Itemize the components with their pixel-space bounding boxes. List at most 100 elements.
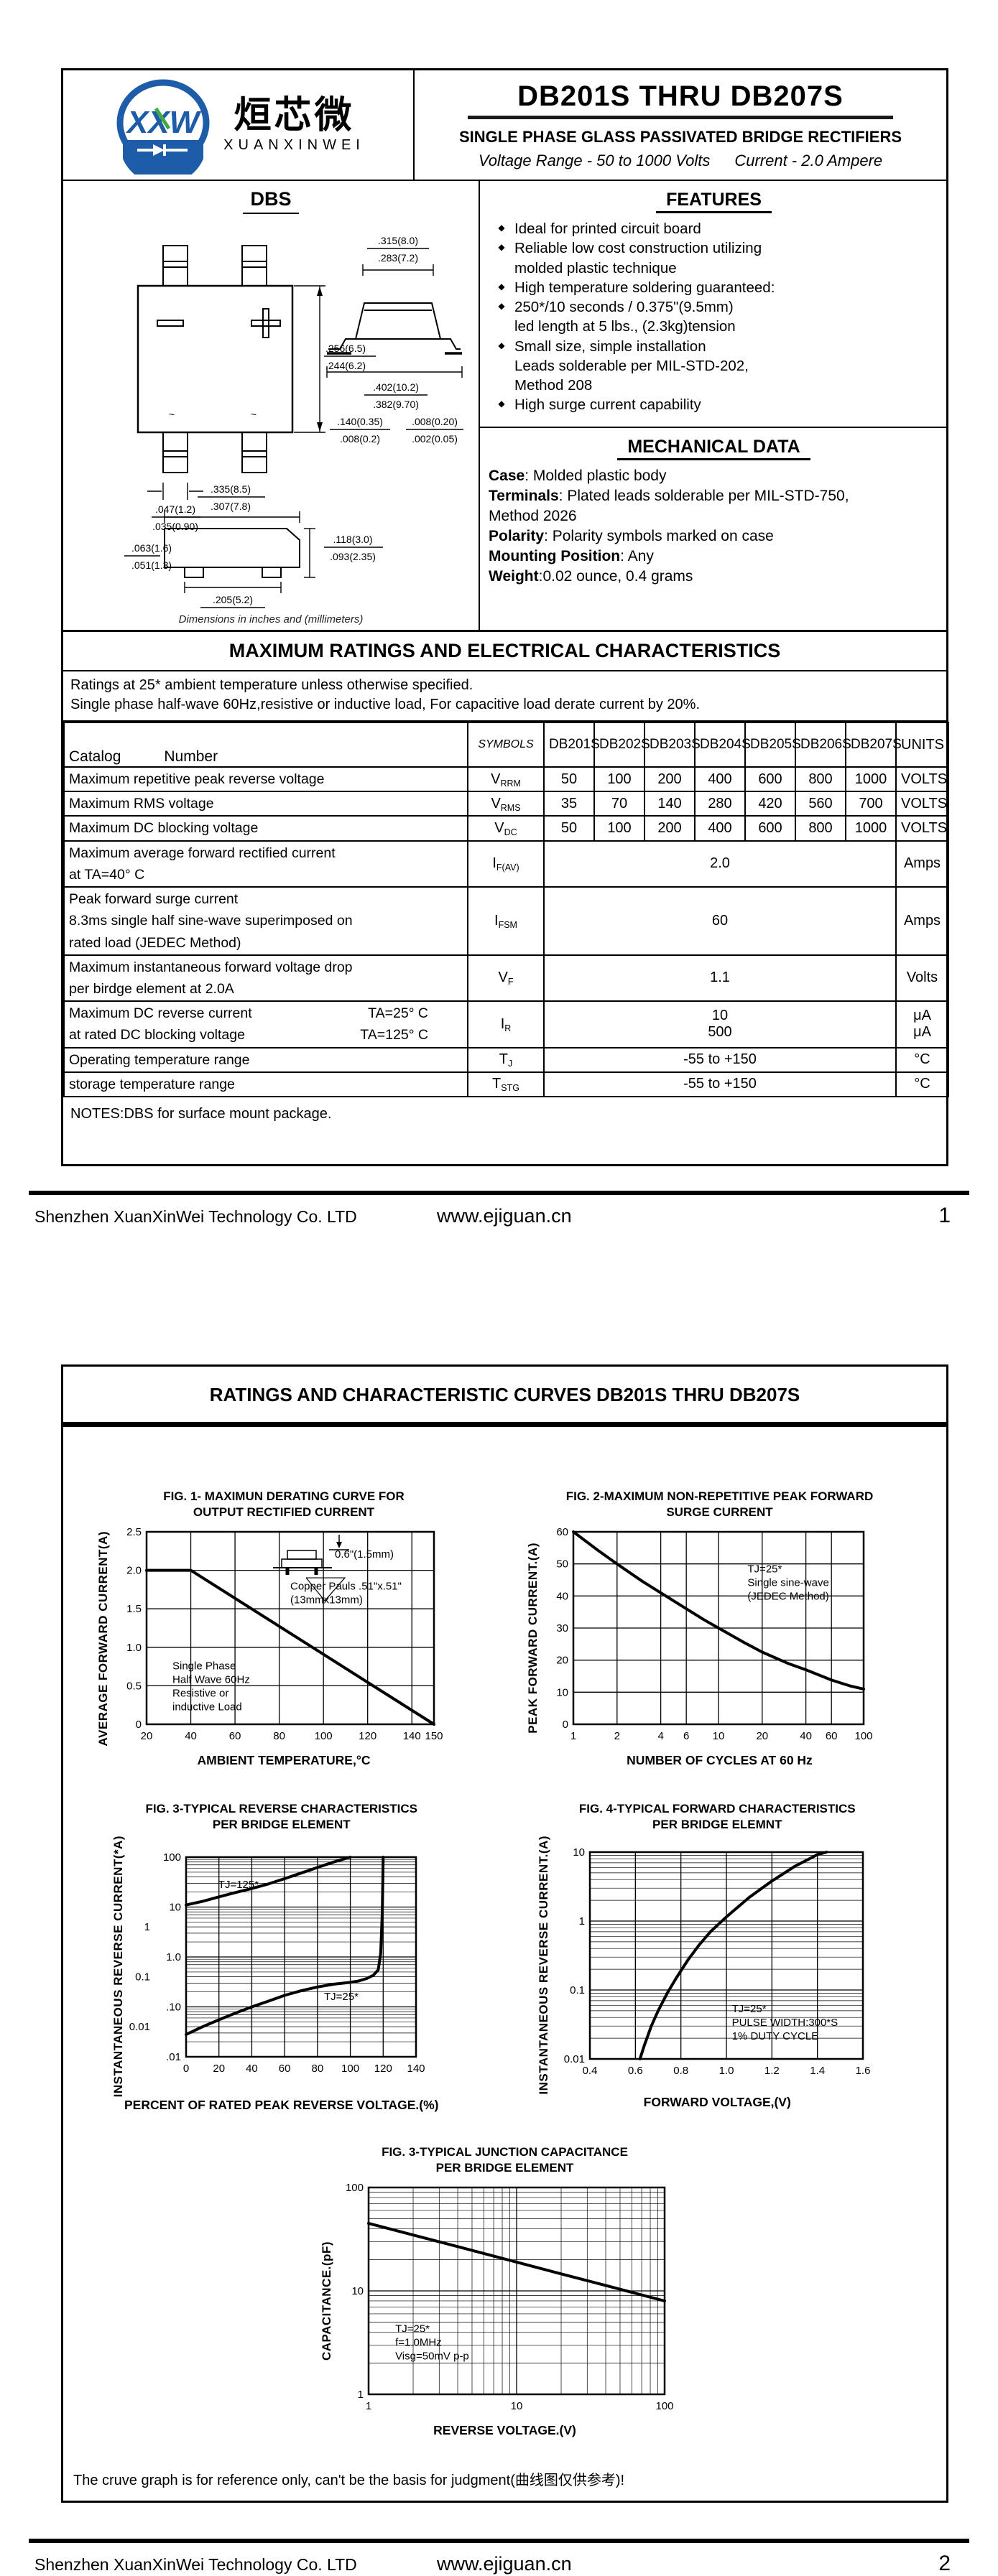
svg-text:40: 40: [556, 1591, 568, 1603]
svg-text:Visg=50mV p-p: Visg=50mV p-p: [395, 2351, 469, 2363]
svg-text:0.6"(1.5mm): 0.6"(1.5mm): [335, 1548, 394, 1561]
bullet-icon: ◆: [498, 281, 505, 292]
svg-text:PULSE WIDTH:300*S: PULSE WIDTH:300*S: [731, 2017, 838, 2029]
fig1-plot: 20 40 60 80 100 120 140 150 0 0.5 1.0 1.5 2.0 2.5 0.6"…: [126, 1526, 443, 1742]
svg-text:1.2: 1.2: [764, 2065, 780, 2077]
svg-text:2: 2: [614, 1730, 619, 1742]
brand-chinese: 烜芯微: [234, 95, 355, 137]
features-title: FEATURES: [489, 190, 939, 213]
content-row: DBS: [63, 181, 946, 630]
mechanical-data-list: Case: Molded plastic body Terminals: Plat…: [489, 466, 939, 587]
ratings-note-1: Ratings at 25* ambient temperature unles…: [70, 677, 473, 693]
current-rating: Current - 2.0 Ampere: [734, 152, 883, 169]
svg-text:TJ=25*: TJ=25*: [395, 2323, 430, 2335]
svg-text:140: 140: [402, 1730, 420, 1742]
svg-text:.402(10.2): .402(10.2): [373, 381, 419, 393]
table-row: Maximum DC reverse current TA=25° C at ra…: [63, 1000, 949, 1048]
fig5-xlabel: REVERSE VOLTAGE.(V): [433, 2423, 576, 2438]
logo-cell: XXW 烜芯微 XUANXINWEI: [63, 70, 415, 180]
svg-text:1: 1: [365, 2400, 371, 2412]
bullet-icon: ◆: [498, 242, 505, 253]
svg-text:(JEDEC Method): (JEDEC Method): [747, 1591, 828, 1603]
company-logo-icon: XXW: [116, 79, 210, 175]
bullet-spacer: [489, 317, 514, 336]
svg-text:1.6: 1.6: [855, 2065, 870, 2077]
page1-footer: Shenzhen XuanXinWei Technology Co. LTD w…: [29, 1191, 969, 1228]
svg-text:Half Wave 60Hz: Half Wave 60Hz: [172, 1674, 250, 1686]
svg-text:1: 1: [570, 1730, 576, 1742]
svg-text:40: 40: [800, 1730, 812, 1742]
svg-text:TJ=25*: TJ=25*: [324, 1990, 359, 2002]
voltage-range: Voltage Range - 50 to 1000 Volts: [478, 152, 711, 169]
feature-item: ◆ High temperature soldering guaranteed:: [489, 278, 939, 297]
table-header-row: Catalog Number SYMBOLS DB201S DB202S DB20…: [63, 722, 949, 768]
features-list: ◆ Ideal for printed circuit board ◆ Reliabl…: [489, 219, 939, 415]
fig3-ylabel: INSTANTANEOUS REVERSE CURRENT(*A): [111, 1836, 126, 2098]
col-db204s: DB204S: [694, 722, 751, 768]
svg-text:20: 20: [556, 1655, 568, 1667]
ac-mark-icon: ~: [251, 409, 257, 420]
col-db202s: DB202S: [593, 722, 650, 768]
svg-text:0: 0: [183, 2063, 189, 2075]
svg-text:100: 100: [345, 2182, 363, 2194]
footer-website[interactable]: www.ejiguan.cn: [437, 2553, 572, 2575]
svg-text:140: 140: [407, 2063, 425, 2075]
feature-item: led length at 5 lbs., (2.3kg)tension: [489, 317, 939, 336]
package-section: DBS: [63, 181, 480, 630]
svg-text:.008(0.2): .008(0.2): [340, 433, 380, 445]
svg-text:.093(2.35): .093(2.35): [330, 551, 376, 562]
feature-item: ◆ High surge current capability: [489, 395, 939, 414]
title-cell: DB201S THRU DB207S SINGLE PHASE GLASS PA…: [415, 70, 946, 180]
brand-english: XUANXINWEI: [223, 136, 365, 153]
svg-text:.10: .10: [166, 2001, 181, 2013]
svg-text:120: 120: [374, 2063, 392, 2075]
page2-title: RATINGS AND CHARACTERISTIC CURVES DB201S…: [63, 1367, 946, 1428]
svg-text:.205(5.2): .205(5.2): [213, 594, 253, 605]
mechanical-data-item: Mounting Position: Any: [489, 548, 654, 564]
mechanical-data-item: Case: Molded plastic body: [489, 467, 667, 484]
table-row: Operating temperature range TJ -55 to +1…: [63, 1046, 949, 1073]
title-rule: [468, 116, 893, 119]
svg-text:150: 150: [425, 1730, 443, 1742]
svg-text:.307(7.8): .307(7.8): [211, 501, 251, 512]
svg-text:Single sine-wave: Single sine-wave: [747, 1577, 828, 1589]
svg-text:100: 100: [163, 1851, 181, 1864]
svg-text:.315(8.0): .315(8.0): [378, 235, 418, 246]
mechanical-data-section: MECHANICAL DATA Case: Molded plastic bod…: [480, 428, 946, 631]
svg-text:10: 10: [573, 1846, 585, 1859]
mechanical-data-title: MECHANICAL DATA: [489, 436, 939, 460]
footer-website[interactable]: www.ejiguan.cn: [437, 1205, 572, 1227]
footer-rule: [29, 1191, 969, 1196]
mechanical-data-item: Terminals: Plated leads solderable per M…: [489, 487, 849, 504]
part-number-title: DB201S THRU DB207S: [517, 80, 844, 112]
ac-mark-icon: ~: [169, 409, 175, 420]
svg-text:.01: .01: [166, 2051, 181, 2063]
svg-text:0: 0: [562, 1719, 568, 1731]
svg-text:TJ=25*: TJ=25*: [747, 1563, 782, 1576]
fig4-ylabel: INSTANTANEOUS REVERSE CURRENT.(A): [536, 1836, 550, 2096]
svg-text:60: 60: [825, 1730, 837, 1742]
fig2-ylabel: PEAK FORWARD CURRENT.(A): [525, 1543, 540, 1734]
page1-box: XXW 烜芯微 XUANXINWEI DB201S THRU DB207S SI…: [61, 68, 949, 1167]
feature-item: Method 208: [489, 376, 939, 395]
fig4-plot: 0.4 0.6 0.8 1.0 1.2 1.4 1.6 10 1 0.1 0.01 TJ=25* PUL…: [564, 1846, 871, 2077]
package-caption: Dimensions in inches and (millimeters): [178, 613, 364, 626]
svg-text:Single Phase: Single Phase: [172, 1660, 236, 1673]
svg-text:.382(9.70): .382(9.70): [373, 399, 419, 410]
svg-text:.195(5.0): .195(5.0): [213, 611, 253, 612]
col-db201s: DB201S: [543, 722, 600, 768]
table-row: storage temperature range TSTG -55 to +1…: [63, 1071, 949, 1098]
minus-mark-icon: [157, 320, 184, 327]
package-drawing: ~ ~ .256(6.5) .244(6.2): [124, 235, 463, 612]
svg-text:f=1.0MHz: f=1.0MHz: [395, 2337, 442, 2349]
svg-text:0.8: 0.8: [673, 2065, 688, 2077]
col-symbols: SYMBOLS: [467, 722, 545, 768]
svg-text:0: 0: [135, 1719, 141, 1731]
svg-text:60: 60: [279, 2063, 291, 2075]
features-section: FEATURES ◆ Ideal for printed circuit boar…: [480, 181, 946, 428]
bullet-icon: ◆: [498, 223, 505, 233]
footer-company: Shenzhen XuanXinWei Technology Co. LTD: [34, 1207, 357, 1227]
svg-text:Resistive or: Resistive or: [172, 1688, 228, 1700]
feature-item: ◆ Small size, simple installation: [489, 337, 939, 356]
bullet-spacer: [489, 376, 514, 395]
